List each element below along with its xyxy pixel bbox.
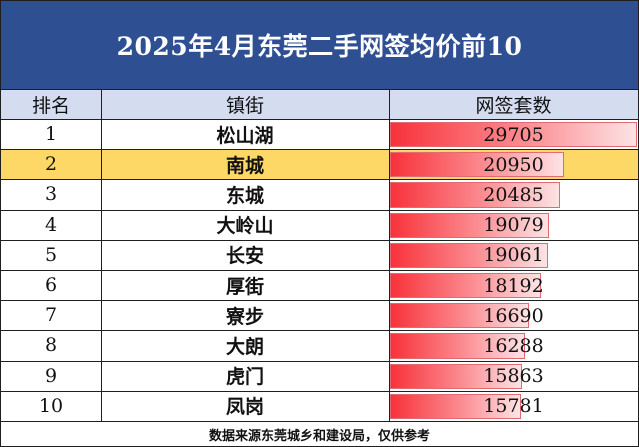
count-value: 19079	[483, 214, 544, 237]
street-cell: 大岭山	[216, 215, 274, 238]
rank-cell: 6	[44, 274, 58, 296]
rank-cell: 3	[44, 183, 58, 206]
data-bar	[390, 363, 522, 389]
street-cell: 虎门	[225, 366, 264, 389]
rank-cell: 2	[44, 153, 58, 176]
data-bar	[390, 182, 561, 208]
table-row: 4 大岭山 19079	[1, 211, 638, 241]
rank-cell: 1	[44, 123, 58, 145]
data-bar	[390, 273, 542, 299]
data-bar	[390, 152, 565, 178]
data-bar	[390, 303, 529, 329]
header-street: 镇街	[225, 95, 264, 117]
street-cell: 东城	[225, 184, 264, 207]
count-value: 16690	[483, 304, 544, 327]
table-row: 7 寮步 16690	[1, 301, 638, 332]
rank-cell: 8	[44, 334, 58, 357]
table-row: 5 长安 19061	[1, 241, 638, 271]
data-bar	[390, 242, 549, 268]
count-value: 20485	[483, 183, 544, 206]
data-bar	[390, 122, 637, 148]
table-row: 1 松山湖 29705	[1, 120, 638, 151]
street-cell: 寮步	[225, 305, 264, 328]
table-row: 6 厚街 18192	[1, 271, 638, 302]
rank-cell: 7	[44, 304, 58, 327]
column-divider-1	[101, 89, 102, 422]
header-rank: 排名	[31, 95, 70, 117]
header-row: 排名 镇街 网签套数	[1, 89, 638, 120]
rank-cell: 10	[38, 394, 64, 417]
street-cell: 凤岗	[225, 396, 264, 419]
rank-cell: 5	[44, 243, 58, 266]
street-cell: 长安	[225, 245, 264, 268]
table-row: 2 南城 20950	[1, 150, 638, 181]
rank-cell: 4	[44, 213, 58, 236]
street-cell: 松山湖	[216, 124, 274, 147]
table-title: 2025年4月东莞二手网签均价前10	[1, 1, 638, 89]
street-cell: 厚街	[225, 275, 264, 298]
count-value: 15781	[483, 395, 544, 418]
table-row: 10 凤岗 15781	[1, 392, 638, 422]
data-bar	[390, 333, 526, 359]
street-cell: 大朗	[225, 335, 264, 358]
footer-note: 数据来源东莞城乡和建设局，仅供参考	[208, 428, 430, 444]
column-divider-2	[389, 89, 390, 422]
count-value: 16288	[483, 334, 544, 357]
street-cell: 南城	[225, 154, 264, 177]
rank-cell: 9	[44, 364, 58, 387]
count-value: 18192	[483, 274, 544, 297]
data-bar	[390, 212, 549, 238]
table-row: 3 东城 20485	[1, 180, 638, 211]
count-value: 20950	[483, 153, 544, 176]
count-value: 29705	[483, 123, 544, 146]
header-count: 网签套数	[475, 95, 552, 117]
count-value: 19061	[483, 244, 544, 267]
count-value: 15863	[483, 365, 544, 388]
data-bar	[390, 393, 522, 419]
table-row: 9 虎门 15863	[1, 362, 638, 392]
table-row: 8 大朗 16288	[1, 331, 638, 362]
